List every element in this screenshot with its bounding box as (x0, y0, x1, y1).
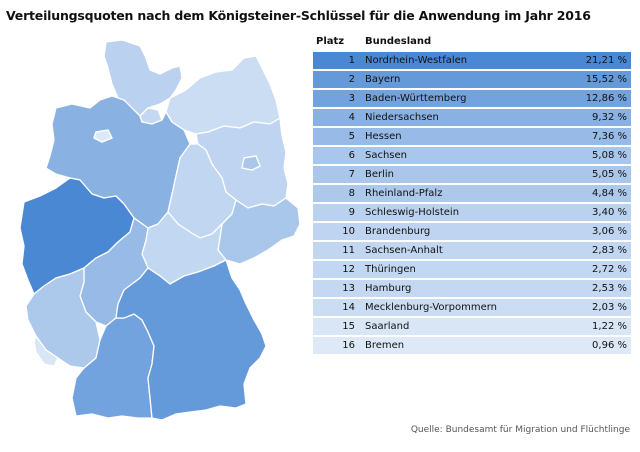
state-cell: Hessen (365, 131, 402, 142)
quota-cell: 7,36 % (592, 131, 627, 142)
rank-cell: 12 (342, 264, 355, 275)
quota-cell: 2,03 % (592, 302, 627, 313)
rank-cell: 10 (342, 226, 355, 237)
rank-cell: 9 (348, 207, 355, 218)
rank-cell: 15 (342, 321, 355, 332)
table-row: 16 Bremen 0,96 % (313, 337, 631, 354)
table-row: 8 Rheinland-Pfalz 4,84 % (313, 185, 631, 202)
state-cell: Sachsen-Anhalt (365, 245, 443, 256)
state-cell: Hamburg (365, 283, 412, 294)
table-row: 15 Saarland 1,22 % (313, 318, 631, 335)
quota-cell: 9,32 % (592, 112, 627, 123)
quota-cell: 5,05 % (592, 169, 627, 180)
germany-map (19, 39, 301, 421)
table-row: 11 Sachsen-Anhalt 2,83 % (313, 242, 631, 259)
table-row: 10 Brandenburg 3,06 % (313, 223, 631, 240)
rank-cell: 11 (342, 245, 355, 256)
rank-cell: 5 (348, 131, 355, 142)
header-state: Bundesland (365, 36, 432, 47)
rank-cell: 6 (348, 150, 355, 161)
state-cell: Bremen (365, 340, 405, 351)
quota-cell: 3,06 % (592, 226, 627, 237)
state-cell: Brandenburg (365, 226, 431, 237)
quota-cell: 12,86 % (585, 93, 627, 104)
table-row: 2 Bayern 15,52 % (313, 71, 631, 88)
quota-cell: 2,83 % (592, 245, 627, 256)
quota-cell: 2,53 % (592, 283, 627, 294)
table-row: 5 Hessen 7,36 % (313, 128, 631, 145)
state-cell: Saarland (365, 321, 410, 332)
quota-cell: 2,72 % (592, 264, 627, 275)
state-cell: Nordrhein-Westfalen (365, 55, 468, 66)
table-row: 12 Thüringen 2,72 % (313, 261, 631, 278)
table-row: 7 Berlin 5,05 % (313, 166, 631, 183)
table-row: 4 Niedersachsen 9,32 % (313, 109, 631, 126)
state-cell: Rheinland-Pfalz (365, 188, 443, 199)
table-row: 9 Schleswig-Holstein 3,40 % (313, 204, 631, 221)
ranking-table: Platz Bundesland 1 Nordrhein-Westfalen 21,… (313, 33, 631, 356)
table-row: 1 Nordrhein-Westfalen 21,21 % (313, 52, 631, 69)
quota-cell: 1,22 % (592, 321, 627, 332)
quota-cell: 0,96 % (592, 340, 627, 351)
state-saarland (33, 335, 59, 367)
state-mecklenburg-vorpommern (165, 55, 281, 135)
state-bayern (115, 259, 267, 421)
table-row: 14 Mecklenburg-Vorpommern 2,03 % (313, 299, 631, 316)
rank-cell: 16 (342, 340, 355, 351)
rank-cell: 8 (348, 188, 355, 199)
rank-cell: 13 (342, 283, 355, 294)
state-bremen (93, 129, 113, 143)
quota-cell: 21,21 % (585, 55, 627, 66)
source-note: Quelle: Bundesamt für Migration und Flüc… (410, 425, 630, 435)
quota-cell: 3,40 % (592, 207, 627, 218)
state-berlin (241, 155, 261, 171)
quota-cell: 5,08 % (592, 150, 627, 161)
rank-cell: 3 (348, 93, 355, 104)
state-cell: Mecklenburg-Vorpommern (365, 302, 497, 313)
quota-cell: 4,84 % (592, 188, 627, 199)
rank-cell: 14 (342, 302, 355, 313)
state-hessen (79, 217, 149, 327)
rank-cell: 4 (348, 112, 355, 123)
rank-cell: 1 (348, 55, 355, 66)
state-cell: Bayern (365, 74, 401, 85)
table-row: 13 Hamburg 2,53 % (313, 280, 631, 297)
state-cell: Baden-Württemberg (365, 93, 467, 104)
table-row: 6 Sachsen 5,08 % (313, 147, 631, 164)
rank-cell: 7 (348, 169, 355, 180)
table-header: Platz Bundesland (313, 33, 631, 52)
state-cell: Berlin (365, 169, 395, 180)
rank-cell: 2 (348, 74, 355, 85)
table-row: 3 Baden-Württemberg 12,86 % (313, 90, 631, 107)
header-rank: Platz (316, 36, 345, 47)
state-cell: Sachsen (365, 150, 408, 161)
state-cell: Schleswig-Holstein (365, 207, 460, 218)
quota-cell: 15,52 % (585, 74, 627, 85)
chart-title: Verteilungsquoten nach dem Königsteiner-… (6, 8, 591, 23)
state-schleswig-holstein (103, 39, 183, 117)
state-cell: Thüringen (365, 264, 416, 275)
state-cell: Niedersachsen (365, 112, 439, 123)
